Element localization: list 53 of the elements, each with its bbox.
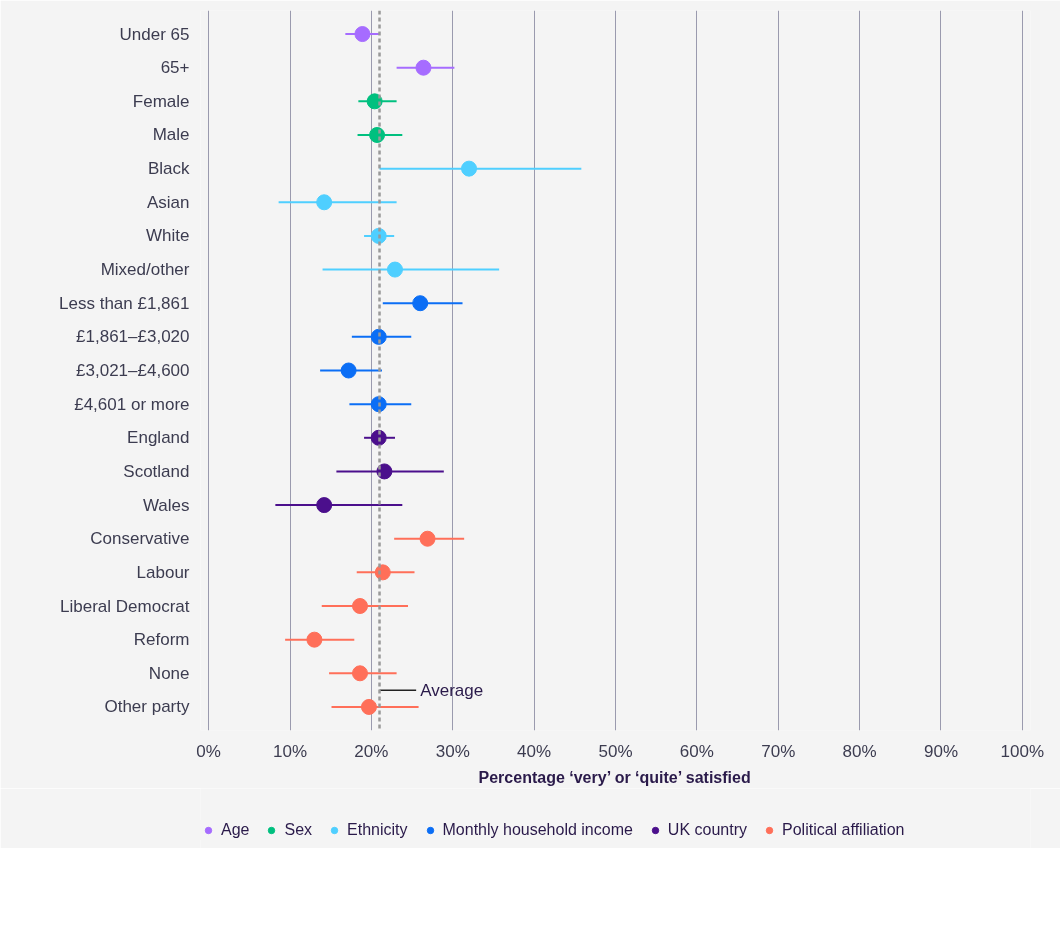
y-tick-label: Mixed/other — [100, 260, 190, 280]
y-tick-label: Under 65 — [119, 24, 190, 44]
y-tick-label: £1,861–£3,020 — [76, 327, 190, 347]
x-tick-label: 40% — [517, 741, 552, 761]
y-tick-label: Reform — [133, 630, 190, 650]
y-tick-label: Other party — [104, 697, 190, 717]
y-tick-label: Wales — [142, 495, 190, 515]
x-tick-label: 10% — [273, 741, 308, 761]
x-tick-label: 80% — [842, 741, 877, 761]
legend-label: Monthly household income — [442, 821, 633, 839]
point — [419, 530, 436, 547]
y-tick-label: 65+ — [160, 58, 190, 78]
ref-line-label: Average — [420, 680, 484, 700]
x-tick-label: 60% — [679, 741, 714, 761]
point — [340, 362, 357, 379]
x-tick-label: 90% — [923, 741, 959, 761]
point — [386, 261, 403, 278]
legend-label: Ethnicity — [347, 821, 408, 839]
legend-label: Age — [221, 821, 250, 839]
y-tick-label: Scotland — [123, 461, 190, 481]
y-tick-label: Labour — [136, 562, 190, 582]
point — [412, 295, 429, 312]
y-tick-label: Conservative — [90, 529, 190, 549]
point — [316, 497, 333, 514]
y-tick-label: £4,601 or more — [74, 394, 190, 414]
x-tick-label: 20% — [354, 741, 389, 761]
point — [306, 631, 323, 648]
x-tick-label: 100% — [1000, 741, 1045, 761]
point — [360, 698, 377, 715]
x-tick-label: 70% — [761, 741, 796, 761]
y-tick-label: Female — [132, 91, 190, 111]
legend-label: UK country — [667, 821, 747, 839]
point — [461, 160, 478, 177]
point — [351, 665, 368, 682]
x-tick-label: 50% — [598, 741, 633, 761]
x-axis-title: Percentage ‘very’ or ‘quite’ satisfied — [478, 768, 751, 786]
point — [354, 26, 371, 43]
x-tick-label: 0% — [196, 741, 221, 761]
y-tick-label: White — [146, 226, 190, 246]
y-tick-label: None — [148, 663, 190, 683]
y-tick-label: Asian — [146, 192, 190, 212]
y-tick-label: Male — [152, 125, 190, 145]
y-tick-label: Black — [147, 159, 190, 179]
y-tick-label: £3,021–£4,600 — [76, 361, 190, 380]
x-tick-label: 30% — [435, 741, 470, 761]
point — [415, 59, 432, 76]
y-tick-label: Liberal Democrat — [60, 596, 190, 616]
point — [351, 598, 368, 614]
point — [316, 194, 333, 211]
y-tick-label: England — [127, 428, 190, 448]
legend-label: Sex — [284, 821, 313, 839]
legend-label: Political affiliation — [782, 821, 905, 839]
y-tick-label: Less than £1,861 — [59, 293, 190, 313]
